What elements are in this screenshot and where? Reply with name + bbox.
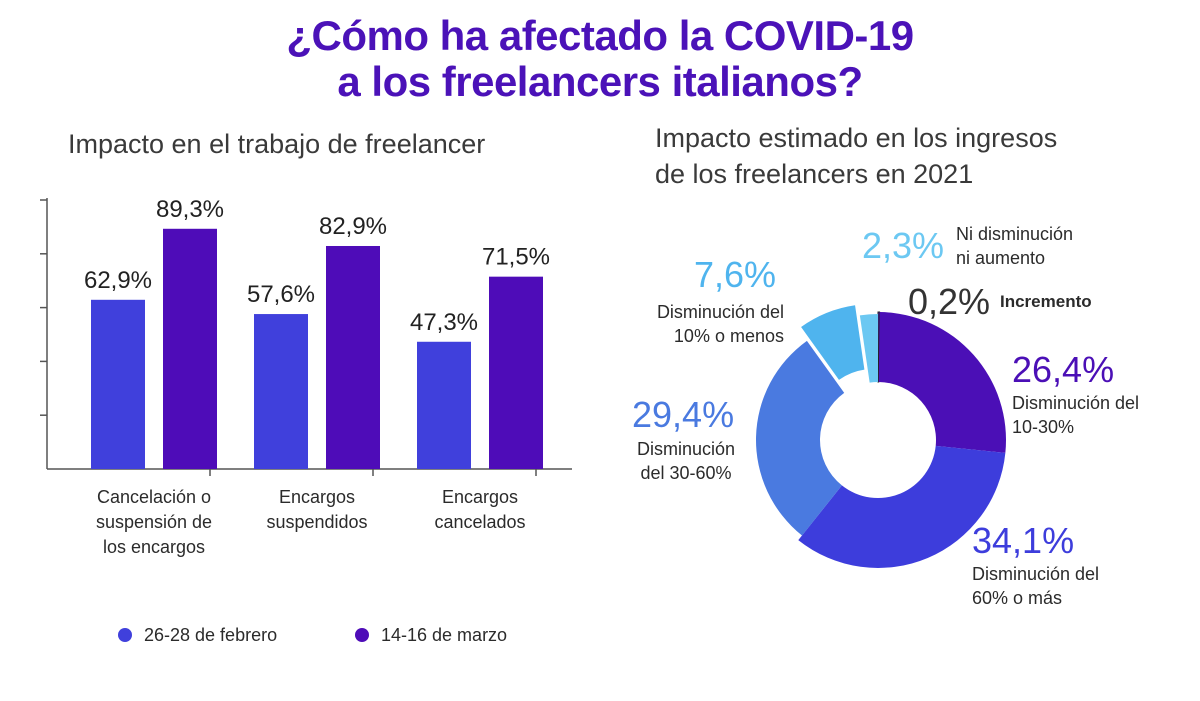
legend-label-series-1: 26-28 de febrero <box>144 624 278 645</box>
category-label: Encargos <box>279 487 355 507</box>
legend-item-series-1: 26-28 de febrero <box>118 624 277 646</box>
donut-slice <box>798 445 1006 568</box>
bar-value-label: 47,3% <box>410 309 478 336</box>
donut-chart-title-line-1: Impacto estimado en los ingresos <box>655 123 1058 153</box>
bar-value-label: 62,9% <box>84 267 152 294</box>
bar-value-label: 71,5% <box>482 244 550 271</box>
donut-slice <box>859 314 878 383</box>
donut-slice <box>877 311 881 383</box>
donut-slice <box>878 312 1006 453</box>
donut-chart-title: Impacto estimado en los ingresos de los … <box>655 120 1057 192</box>
bar <box>489 276 543 469</box>
bar-value-label: 82,9% <box>319 213 387 240</box>
bar <box>417 341 471 469</box>
bar <box>326 245 380 469</box>
slice-value-label: 7,6% <box>694 254 776 295</box>
slice-description: Ni disminución <box>956 224 1073 244</box>
donut-chart-title-line-2: de los freelancers en 2021 <box>655 159 974 189</box>
legend-item-series-2: 14-16 de marzo <box>355 624 507 646</box>
slice-value-label: 29,4% <box>632 394 734 435</box>
category-label: suspensión de <box>96 512 212 532</box>
legend-dot-series-1 <box>118 628 132 642</box>
slice-description: ni aumento <box>956 248 1045 268</box>
slice-description: 10-30% <box>1012 417 1074 437</box>
slice-value-label: 26,4% <box>1012 349 1114 390</box>
slice-value-label: 0,2% <box>908 281 990 322</box>
slice-description: 10% o menos <box>674 326 784 346</box>
slice-description: Disminución del <box>972 564 1099 584</box>
bar <box>254 314 308 469</box>
bar-chart-title: Impacto en el trabajo de freelancer <box>68 129 486 159</box>
slice-value-label: 2,3% <box>862 225 944 266</box>
slice-description: Disminución <box>637 439 735 459</box>
slice-description: 60% o más <box>972 588 1062 608</box>
donut-slice <box>755 340 845 536</box>
bar-value-label: 89,3% <box>156 196 224 223</box>
page-title-line-2: a los freelancers italianos? <box>337 58 863 105</box>
category-label: suspendidos <box>266 512 367 532</box>
category-label: Encargos <box>442 487 518 507</box>
bar <box>91 299 145 469</box>
slice-description: Disminución del <box>1012 393 1139 413</box>
slice-description: del 30-60% <box>640 463 731 483</box>
category-label: Cancelación o <box>97 487 211 507</box>
slice-description: Disminución del <box>657 302 784 322</box>
legend-dot-series-2 <box>355 628 369 642</box>
category-label: cancelados <box>434 512 525 532</box>
donut-slice <box>801 305 865 380</box>
page-title-line-1: ¿Cómo ha afectado la COVID-19 <box>286 12 914 59</box>
bar-value-label: 57,6% <box>247 281 315 308</box>
category-label: los encargos <box>103 537 205 557</box>
legend-label-series-2: 14-16 de marzo <box>381 624 508 645</box>
slice-value-label: 34,1% <box>972 520 1074 561</box>
bar <box>163 228 217 469</box>
slice-description: Incremento <box>1000 292 1092 311</box>
